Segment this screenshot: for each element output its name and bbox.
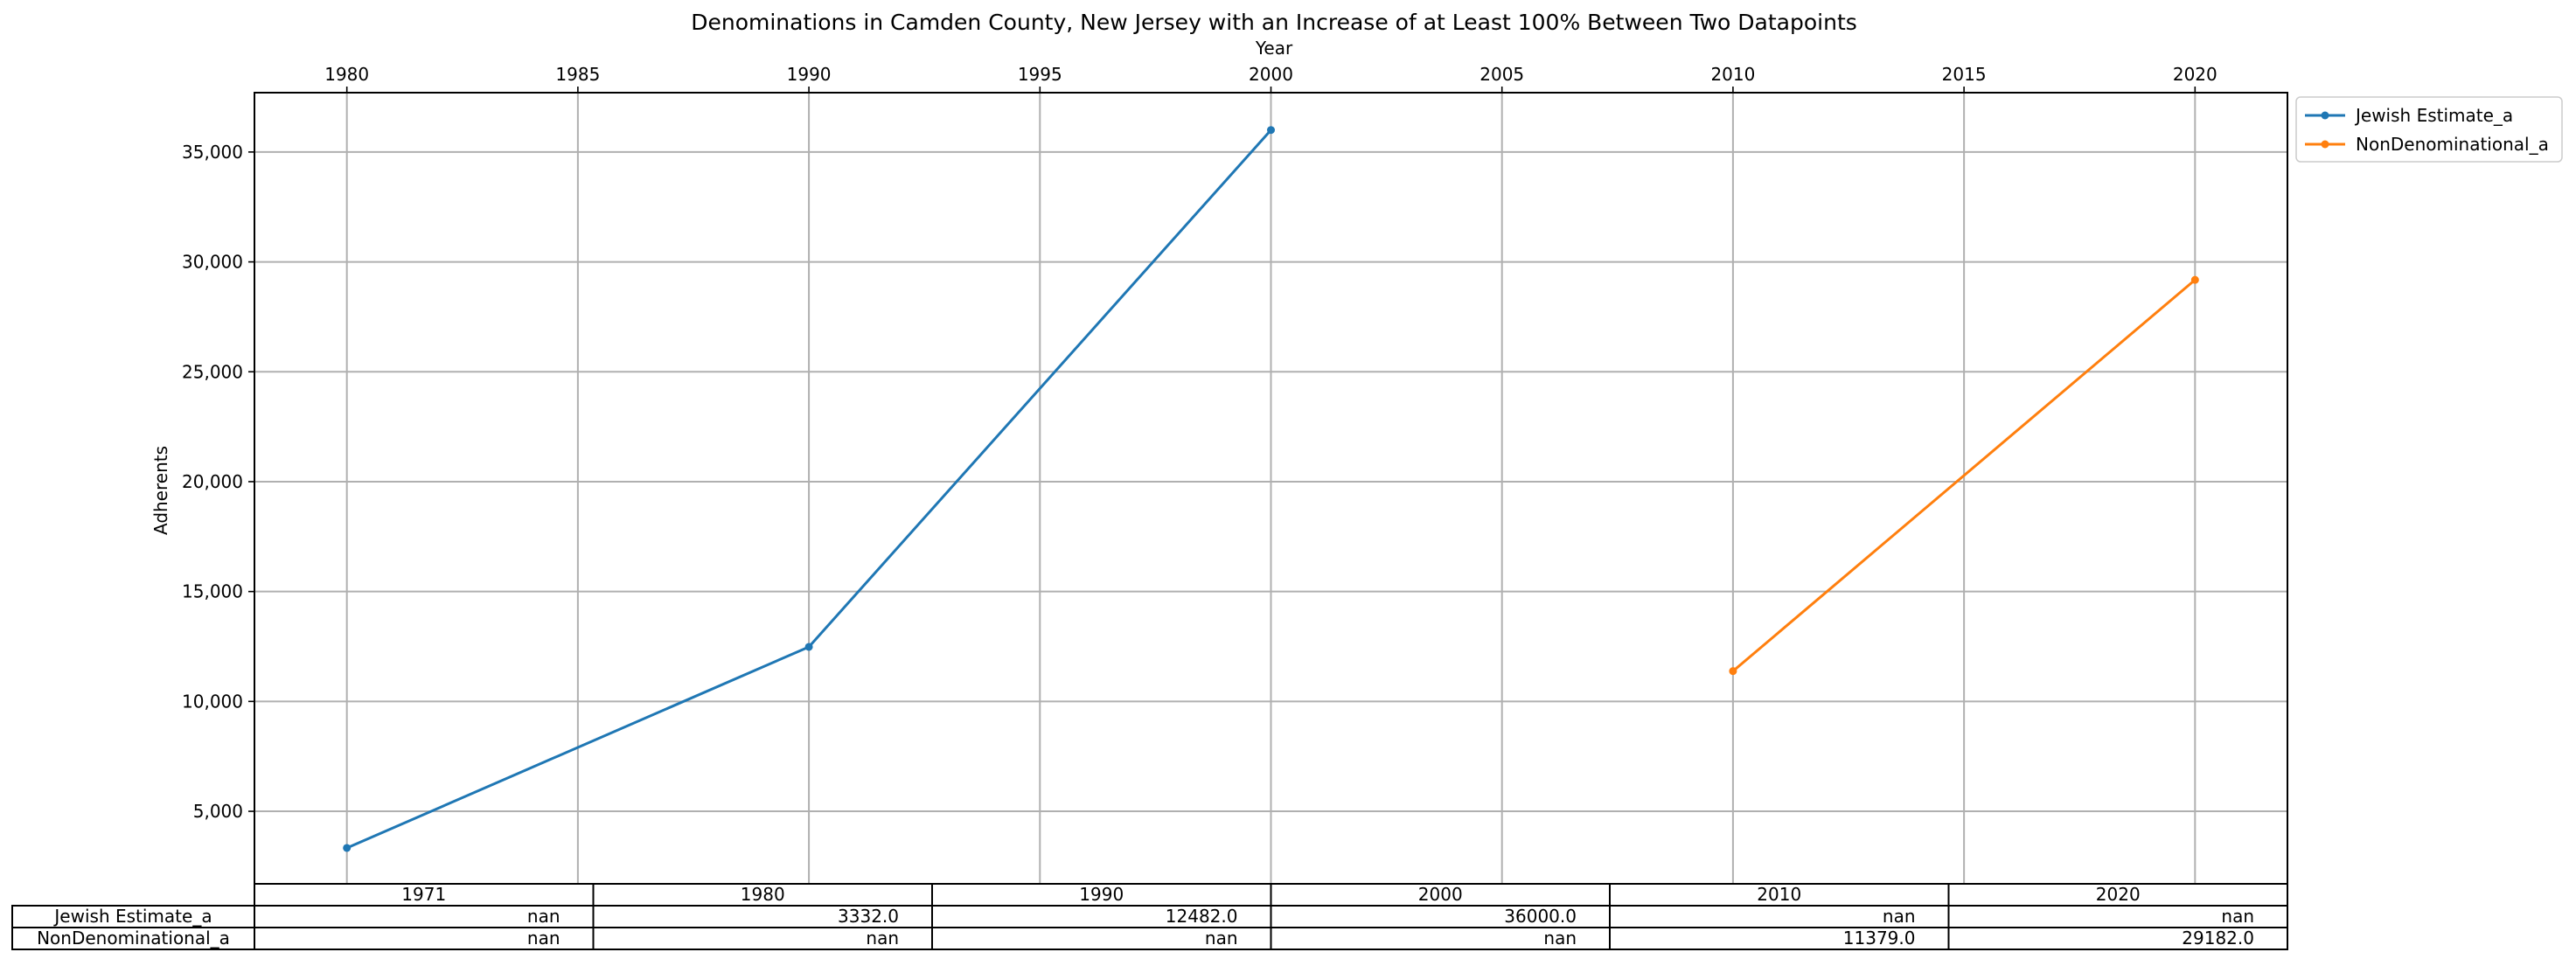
data-point-nondenominational-a xyxy=(1729,667,1737,676)
legend-label: NonDenominational_a xyxy=(2356,134,2549,155)
y-tick-label: 5,000 xyxy=(193,801,243,822)
series-layer xyxy=(343,126,2199,852)
table-row-label: NonDenominational_a xyxy=(37,928,230,949)
x-tick-label: 2015 xyxy=(1942,64,1987,85)
x-tick-label: 1980 xyxy=(324,64,369,85)
x-tick-label: 2020 xyxy=(2173,64,2217,85)
x-axis-label: Year xyxy=(1255,38,1293,59)
table-cell: 12482.0 xyxy=(1166,906,1238,927)
table-column-header: 1971 xyxy=(401,884,446,905)
x-tick-label: 2010 xyxy=(1710,64,1755,85)
legend-box xyxy=(2295,96,2563,163)
grid xyxy=(254,93,2287,884)
data-table: 1971 1980 1990 2000 2010 2020 Jewish Estimate_… xyxy=(11,883,2288,950)
table-cell: nan xyxy=(1543,928,1577,949)
y-tick-label: 20,000 xyxy=(182,471,243,492)
data-point-nondenominational-a xyxy=(2190,275,2199,284)
x-axis-ticks: 1980 1985 1990 1995 2000 2005 2010 2015 2020 xyxy=(324,64,2217,93)
y-tick-label: 25,000 xyxy=(182,361,243,382)
table-cell: 3332.0 xyxy=(838,906,899,927)
legend-marker xyxy=(2321,111,2329,120)
table-cell: 36000.0 xyxy=(1504,906,1577,927)
table-cell: nan xyxy=(2221,906,2254,927)
y-tick-label: 35,000 xyxy=(182,142,243,163)
y-tick-label: 10,000 xyxy=(182,691,243,712)
table-cell: 11379.0 xyxy=(1843,928,1916,949)
y-tick-label: 30,000 xyxy=(182,252,243,273)
y-tick-label: 15,000 xyxy=(182,581,243,602)
table-cell: nan xyxy=(527,928,560,949)
x-tick-label: 2005 xyxy=(1479,64,1524,85)
data-point-jewish-estimate-a xyxy=(343,844,352,852)
data-point-jewish-estimate-a xyxy=(804,643,813,651)
y-axis-label: Adherents xyxy=(150,446,171,535)
y-axis-ticks: 5,000 10,000 15,000 20,000 25,000 30,000 35,00… xyxy=(182,142,254,822)
table-cell: nan xyxy=(866,928,899,949)
x-tick-label: 1985 xyxy=(555,64,600,85)
legend-marker xyxy=(2321,140,2329,149)
table-cell: nan xyxy=(1883,906,1916,927)
table-row-label: Jewish Estimate_a xyxy=(52,906,212,927)
x-tick-label: 1990 xyxy=(787,64,832,85)
table-cell: nan xyxy=(1205,928,1238,949)
table-column-header: 1990 xyxy=(1079,884,1124,905)
series-line-nondenominational-a xyxy=(1731,278,2197,672)
table-column-header: 1980 xyxy=(741,884,785,905)
table-cell: nan xyxy=(527,906,560,927)
table-column-header: 2020 xyxy=(2096,884,2141,905)
legend-label: Jewish Estimate_a xyxy=(2354,105,2513,126)
table-column-header: 2000 xyxy=(1418,884,1463,905)
x-tick-label: 2000 xyxy=(1249,64,1293,85)
table-cell: 29182.0 xyxy=(2182,928,2254,949)
table-column-header: 2010 xyxy=(1757,884,1801,905)
x-tick-label: 1995 xyxy=(1018,64,1062,85)
chart-title: Denominations in Camden County, New Jers… xyxy=(691,10,1857,35)
legend: Jewish Estimate_a NonDenominational_a xyxy=(2295,96,2563,163)
data-point-jewish-estimate-a xyxy=(1267,126,1275,135)
